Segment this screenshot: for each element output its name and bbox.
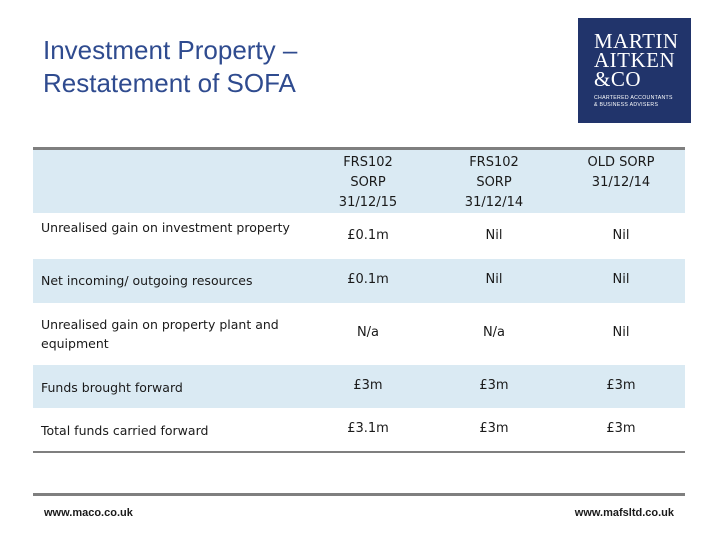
cell-value: £0.1m (347, 228, 389, 243)
column-header: FRS102 SORP 31/12/14 (464, 155, 524, 210)
cell-value: £3m (479, 421, 509, 436)
cell-value: £3m (606, 421, 636, 436)
cell-value: Nil (485, 272, 503, 287)
table-bottom-rule (33, 451, 685, 453)
cell-value: Nil (612, 228, 630, 243)
cell-value: £3m (479, 378, 509, 393)
table-row: Funds brought forward £3m £3m £3m (33, 365, 685, 408)
company-logo: MARTIN AITKEN &CO CHARTERED ACCOUNTANTS … (578, 18, 691, 123)
logo-line-2: AITKEN (594, 48, 676, 72)
row-label: Unrealised gain on investment property (41, 220, 290, 235)
cell-value: Nil (612, 272, 630, 287)
cell-value: £3m (606, 378, 636, 393)
logo-line-3: &CO (594, 67, 642, 91)
table-row: Unrealised gain on investment property £… (33, 213, 685, 259)
slide-title: Investment Property – Restatement of SOF… (43, 34, 463, 100)
footer-link-left[interactable]: www.maco.co.uk (44, 507, 133, 519)
table-row: Total funds carried forward £3.1m £3m £3… (33, 408, 685, 451)
logo-tagline-1: CHARTERED ACCOUNTANTS (594, 95, 673, 101)
cell-value: £0.1m (347, 272, 389, 287)
cell-value: £3m (353, 378, 383, 393)
column-header: OLD SORP 31/12/14 (587, 155, 655, 190)
row-label: Total funds carried forward (41, 423, 209, 438)
logo-tagline: CHARTERED ACCOUNTANTS & BUSINESS ADVISER… (594, 95, 691, 109)
cell-value: Nil (612, 325, 630, 340)
footer-link-right[interactable]: www.mafsltd.co.uk (574, 507, 674, 519)
row-label: Funds brought forward (41, 380, 183, 395)
cell-value: £3.1m (347, 421, 389, 436)
cell-value: N/a (356, 325, 380, 340)
logo-tagline-2: & BUSINESS ADVISERS (594, 102, 659, 108)
table-top-rule (33, 147, 685, 150)
table-row: Unrealised gain on property plant and eq… (33, 303, 685, 365)
column-header: FRS102 SORP 31/12/15 (338, 155, 398, 210)
row-label: Net incoming/ outgoing resources (41, 273, 253, 288)
logo-line-1: MARTIN (594, 29, 679, 53)
footer-rule (33, 493, 685, 496)
row-label: Unrealised gain on property plant and eq… (41, 317, 279, 351)
cell-value: N/a (482, 325, 506, 340)
cell-value: Nil (485, 228, 503, 243)
table-row: Net incoming/ outgoing resources £0.1m N… (33, 259, 685, 303)
title-line-2: Restatement of SOFA (43, 68, 296, 98)
title-line-1: Investment Property – (43, 35, 298, 65)
table-header-row: FRS102 SORP 31/12/15 FRS102 SORP 31/12/1… (33, 150, 685, 213)
